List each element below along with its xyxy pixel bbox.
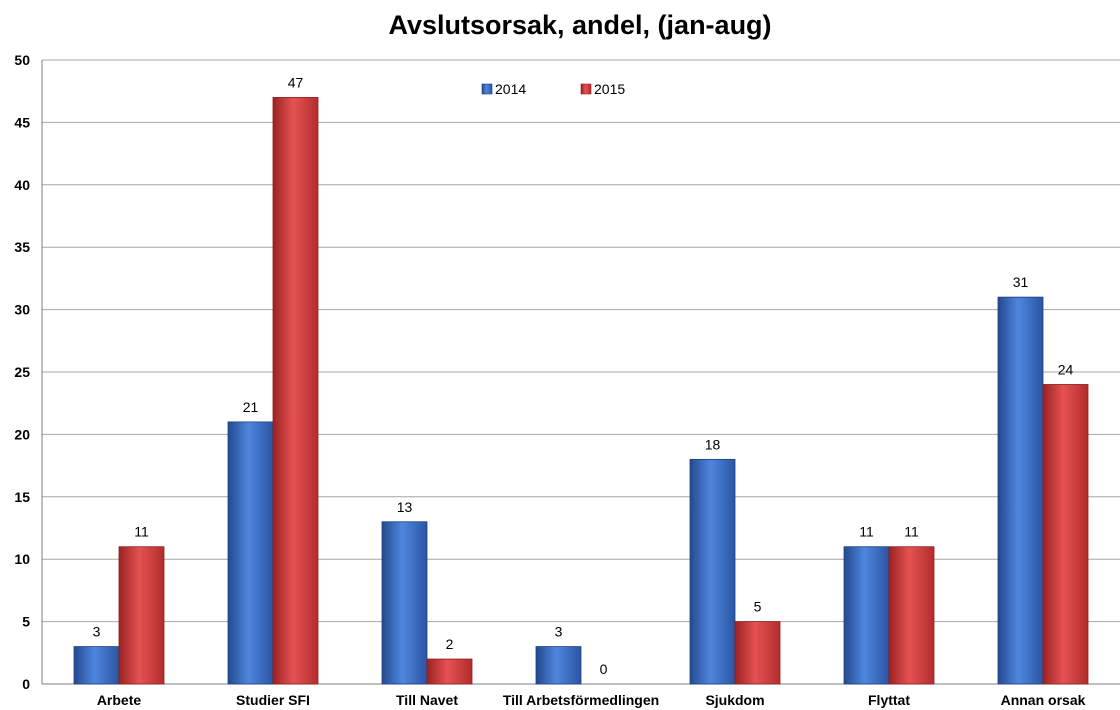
chart-title: Avslutsorsak, andel, (jan-aug) (388, 10, 772, 40)
legend-label: 2014 (495, 81, 526, 97)
y-tick-label: 30 (14, 302, 30, 318)
x-tick-label: Annan orsak (1001, 692, 1086, 708)
data-label: 11 (134, 524, 149, 540)
bar-2015 (1042, 384, 1089, 685)
y-tick-label: 15 (14, 489, 30, 505)
data-label: 18 (705, 436, 721, 452)
x-tick-label: Till Arbetsförmedlingen (503, 692, 659, 708)
bar-2014 (843, 546, 890, 685)
y-tick-label: 40 (14, 177, 30, 193)
bar-2014 (535, 646, 582, 685)
y-tick-label: 10 (14, 551, 30, 567)
y-tick-label: 20 (14, 426, 30, 442)
data-label: 5 (754, 599, 762, 615)
legend: 2014 2015 (481, 81, 625, 97)
bar-2015 (426, 658, 473, 685)
bar-2015 (272, 97, 319, 685)
x-tick-label: Studier SFI (236, 692, 310, 708)
bar-2014 (997, 296, 1044, 685)
bar-2015 (888, 546, 935, 685)
data-label: 24 (1058, 361, 1074, 377)
data-label: 3 (93, 624, 101, 640)
y-tick-label: 35 (14, 239, 30, 255)
legend-swatch-2014 (481, 83, 493, 95)
data-label: 21 (243, 399, 259, 415)
bars (73, 97, 1089, 685)
data-label: 47 (288, 74, 304, 90)
y-tick-label: 0 (22, 676, 30, 692)
data-labels: 3 11 21 47 13 2 3 0 18 5 11 11 31 24 (93, 74, 1074, 677)
x-tick-label: Flyttat (868, 692, 910, 708)
legend-swatch-2015 (580, 83, 592, 95)
y-tick-label: 25 (14, 364, 30, 380)
y-tick-label: 45 (14, 114, 30, 130)
data-label: 13 (397, 499, 413, 515)
x-tick-label: Arbete (97, 692, 142, 708)
bar-2015 (734, 621, 781, 685)
bar-2014 (227, 421, 274, 685)
data-label: 2 (446, 636, 454, 652)
bar-2015 (118, 546, 165, 685)
data-label: 11 (904, 524, 919, 540)
legend-label: 2015 (594, 81, 625, 97)
bar-2014 (381, 521, 428, 685)
data-label: 3 (555, 624, 563, 640)
gridlines (42, 59, 1120, 623)
y-tick-label: 50 (14, 52, 30, 68)
x-tick-label: Sjukdom (705, 692, 764, 708)
data-label: 0 (600, 661, 608, 677)
data-label: 11 (859, 524, 874, 540)
bar-2014 (73, 646, 120, 685)
y-tick-label: 5 (22, 614, 30, 630)
bar-2014 (689, 458, 736, 685)
data-label: 31 (1013, 274, 1029, 290)
x-tick-label: Till Navet (396, 692, 458, 708)
